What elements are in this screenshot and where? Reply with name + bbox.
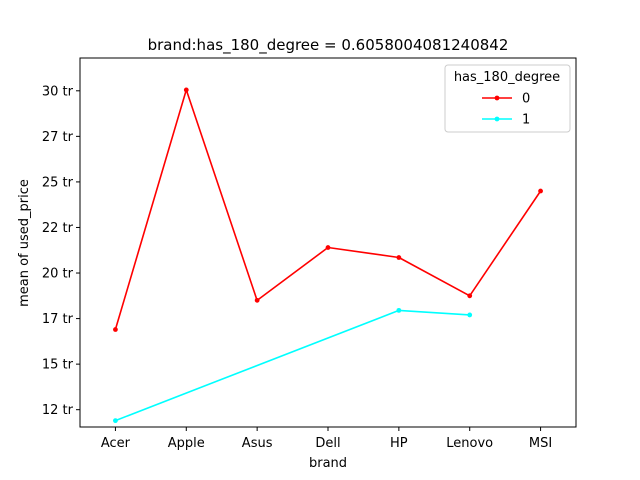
y-tick-label: 20 tr [42,267,74,282]
y-axis-label: mean of used_price [17,179,32,307]
y-tick-label: 17 tr [42,312,74,327]
data-point [325,245,331,250]
legend-label: 0 [522,92,530,107]
plot-frame [79,57,577,428]
legend: has_180_degree 0 1 [444,64,571,133]
x-tick-label: MSI [529,436,552,451]
x-axis-label: brand [309,456,347,471]
x-tick-label: Asus [242,436,273,451]
data-point [113,327,118,332]
data-point [467,312,473,318]
y-tick-label: 30 tr [42,84,74,99]
y-tick-label: 27 tr [42,130,74,145]
y-tick-label: 12 tr [42,403,74,418]
data-point [396,307,402,313]
x-tick-label: Apple [168,436,205,451]
legend-label: 1 [522,113,530,128]
x-tick-label: Dell [315,436,340,451]
legend-title: has_180_degree [454,70,560,85]
data-point [183,87,189,93]
data-point [467,293,473,299]
data-point [254,297,260,303]
x-tick-label: Acer [101,436,131,451]
chart-title: brand:has_180_degree = 0.605800408124084… [148,36,509,55]
y-tick-label: 15 tr [42,358,74,373]
data-point [396,255,402,260]
x-tick-label: HP [390,436,408,451]
y-tick-label: 22 tr [42,221,74,236]
x-tick-label: Lenovo [446,436,493,451]
y-tick-label: 25 tr [42,175,74,190]
data-point [538,188,543,194]
data-point [113,418,118,424]
legend-marker [494,95,500,101]
legend-marker [494,116,500,122]
